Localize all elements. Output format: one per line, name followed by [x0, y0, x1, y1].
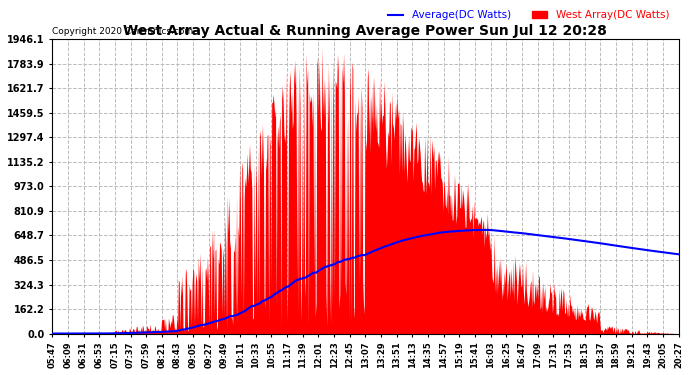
Text: Copyright 2020 Cartronics.com: Copyright 2020 Cartronics.com: [52, 27, 193, 36]
Title: West Array Actual & Running Average Power Sun Jul 12 20:28: West Array Actual & Running Average Powe…: [124, 24, 607, 38]
Legend: Average(DC Watts), West Array(DC Watts): Average(DC Watts), West Array(DC Watts): [384, 6, 673, 24]
